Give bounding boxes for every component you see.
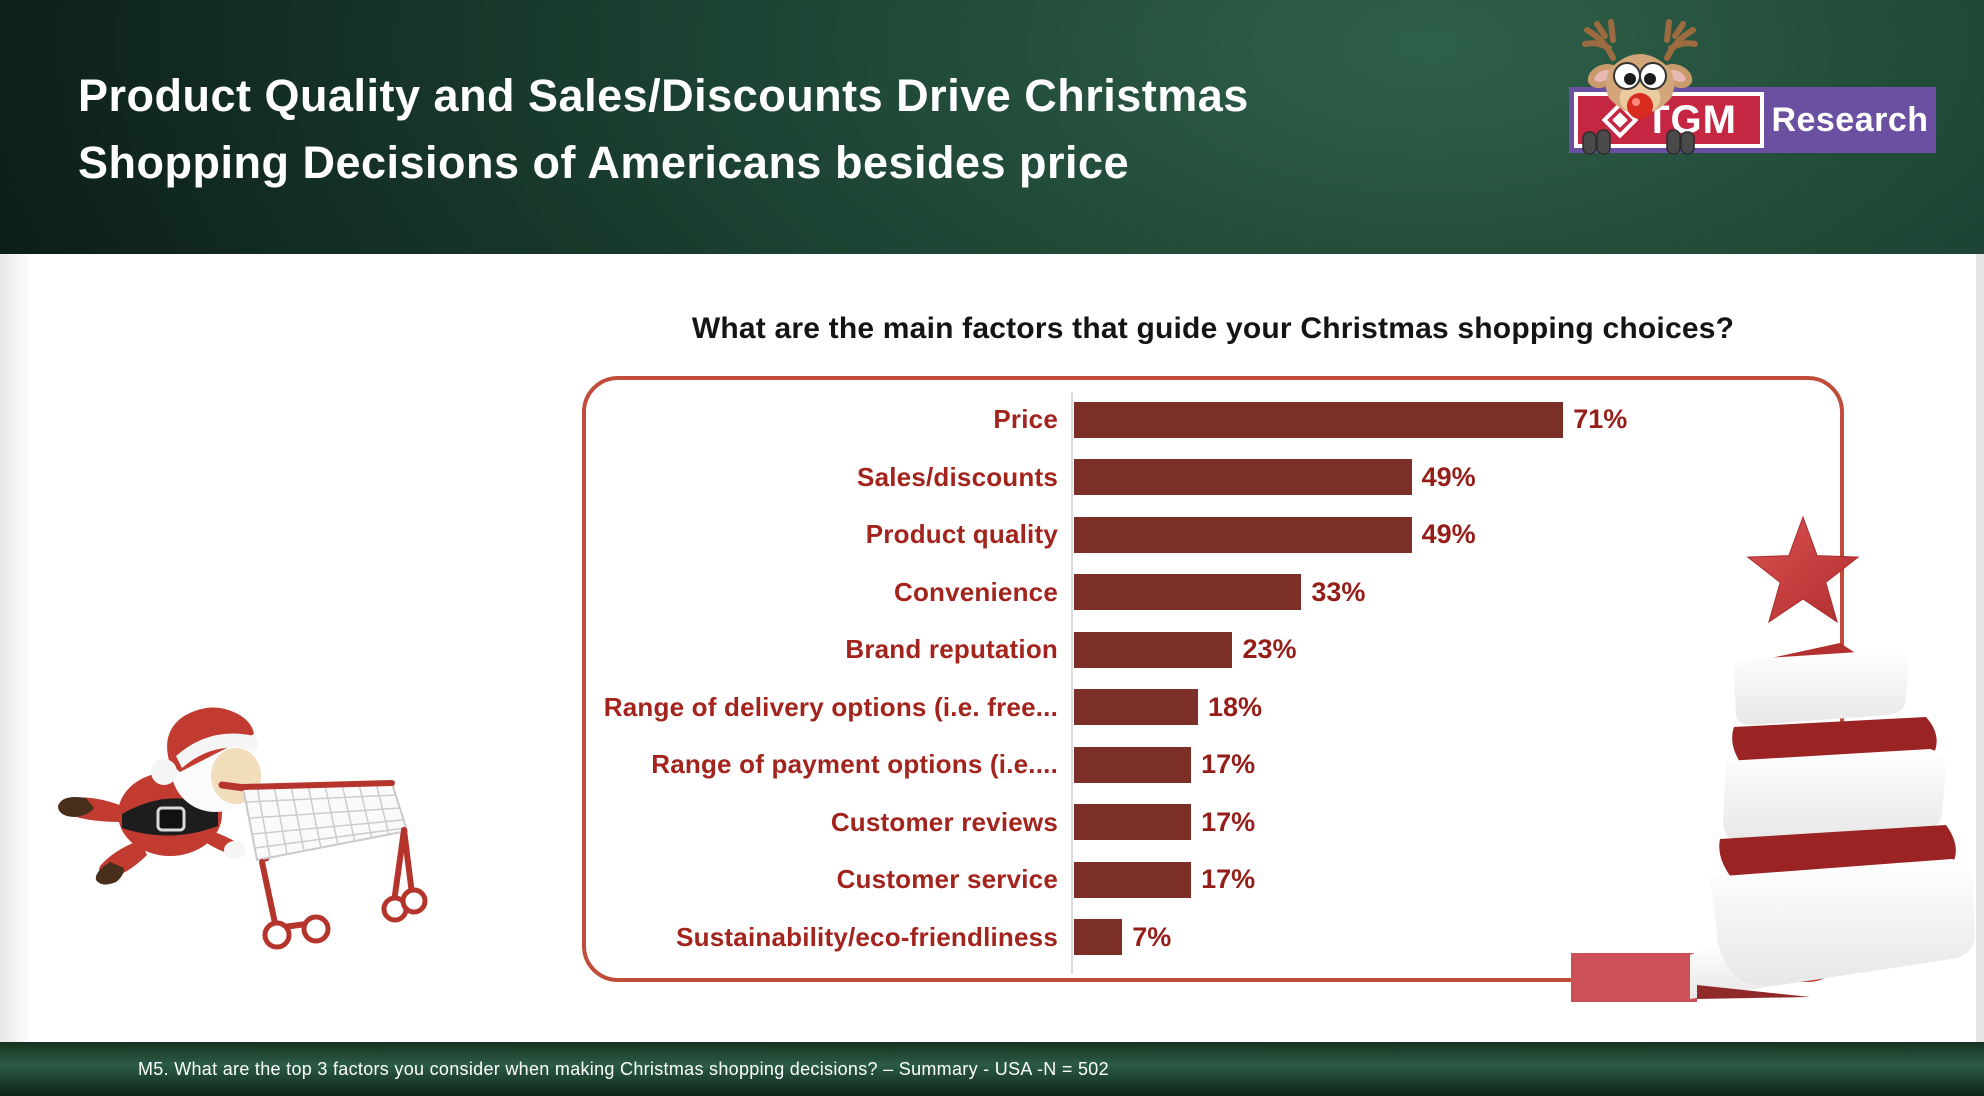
red-accent-rectangle (1571, 953, 1697, 1002)
bar (1074, 516, 1412, 553)
bar-area: 18% (1074, 689, 1263, 726)
bar-row: Customer reviews 17% (592, 794, 1842, 852)
bar-area: 33% (1074, 574, 1366, 611)
bar-row: Price 71% (592, 391, 1842, 449)
santa-shopping-cart-illustration (58, 707, 428, 950)
bar (1074, 689, 1199, 726)
content-area (0, 254, 1984, 1042)
footer-note: M5. What are the top 3 factors you consi… (138, 1058, 1109, 1079)
bar-category-label: Customer service (836, 864, 1058, 895)
bar-category-label: Price (993, 404, 1058, 435)
right-page-edge (1976, 254, 1984, 1042)
header-banner: Product Quality and Sales/Discounts Driv… (0, 0, 1984, 254)
bar-category-label: Sustainability/eco-friendliness (676, 921, 1058, 952)
bar-category-label: Product quality (865, 519, 1058, 550)
bar-area: 17% (1074, 746, 1256, 783)
bar (1074, 919, 1123, 956)
bar-value-label: 23% (1242, 634, 1297, 665)
reindeer-icon (1582, 19, 1698, 155)
bar-category-label: Range of payment options (i.e.... (651, 749, 1058, 780)
bar (1074, 401, 1564, 438)
page-title-line1: Product Quality and Sales/Discounts Driv… (78, 70, 1249, 121)
bar-value-label: 18% (1208, 691, 1263, 722)
bar-area: 23% (1074, 631, 1297, 668)
bar-row: Range of payment options (i.e.... 17% (592, 736, 1842, 794)
diamond-logo-icon (1601, 101, 1639, 139)
bar-area: 17% (1074, 804, 1256, 841)
bar-area: 49% (1074, 459, 1476, 496)
bar-category-label: Convenience (893, 576, 1058, 607)
page-title: Product Quality and Sales/Discounts Driv… (78, 62, 1249, 196)
bar-row: Sustainability/eco-friendliness 7% (592, 909, 1842, 967)
footer-strip: M5. What are the top 3 factors you consi… (0, 1042, 1984, 1096)
left-page-edge (0, 254, 28, 1042)
bar-area: 71% (1074, 401, 1628, 438)
bar (1074, 861, 1192, 898)
logo-text-research: Research (1771, 100, 1929, 139)
bar-row: Brand reputation 23% (592, 621, 1842, 679)
bar-row: Sales/discounts 49% (592, 449, 1842, 507)
bar-row: Product quality 49% (592, 506, 1842, 564)
chart-axis-line (1071, 392, 1073, 974)
bar-value-label: 7% (1132, 921, 1172, 952)
bar-area: 49% (1074, 516, 1476, 553)
bar-rows: Price 71% Sales/discounts 49% Product qualit… (592, 391, 1842, 967)
ribbon-christmas-tree-illustration (1690, 515, 1975, 999)
bar-value-label: 71% (1573, 404, 1628, 435)
bar (1074, 631, 1233, 668)
bar-value-label: 17% (1201, 806, 1256, 837)
bar-row: Convenience 33% (592, 564, 1842, 622)
bar-value-label: 49% (1421, 461, 1476, 492)
bar-category-label: Sales/discounts (857, 461, 1058, 492)
bar-area: 7% (1074, 919, 1172, 956)
bar-row: Customer service 17% (592, 851, 1842, 909)
bar-value-label: 33% (1311, 576, 1366, 607)
bar-value-label: 49% (1421, 519, 1476, 550)
bar-category-label: Customer reviews (830, 806, 1058, 837)
bar-row: Range of delivery options (i.e. free... 1… (592, 679, 1842, 737)
bar-value-label: 17% (1201, 749, 1256, 780)
bar-value-label: 17% (1201, 864, 1256, 895)
bar-category-label: Brand reputation (845, 634, 1058, 665)
chart-title: What are the main factors that guide you… (691, 312, 1735, 345)
bar (1074, 804, 1192, 841)
bar (1074, 459, 1412, 496)
bar (1074, 746, 1192, 783)
page-title-line2: Shopping Decisions of Americans besides … (78, 137, 1130, 188)
bar-area: 17% (1074, 861, 1256, 898)
bar (1074, 574, 1302, 611)
bar-category-label: Range of delivery options (i.e. free... (603, 691, 1058, 722)
